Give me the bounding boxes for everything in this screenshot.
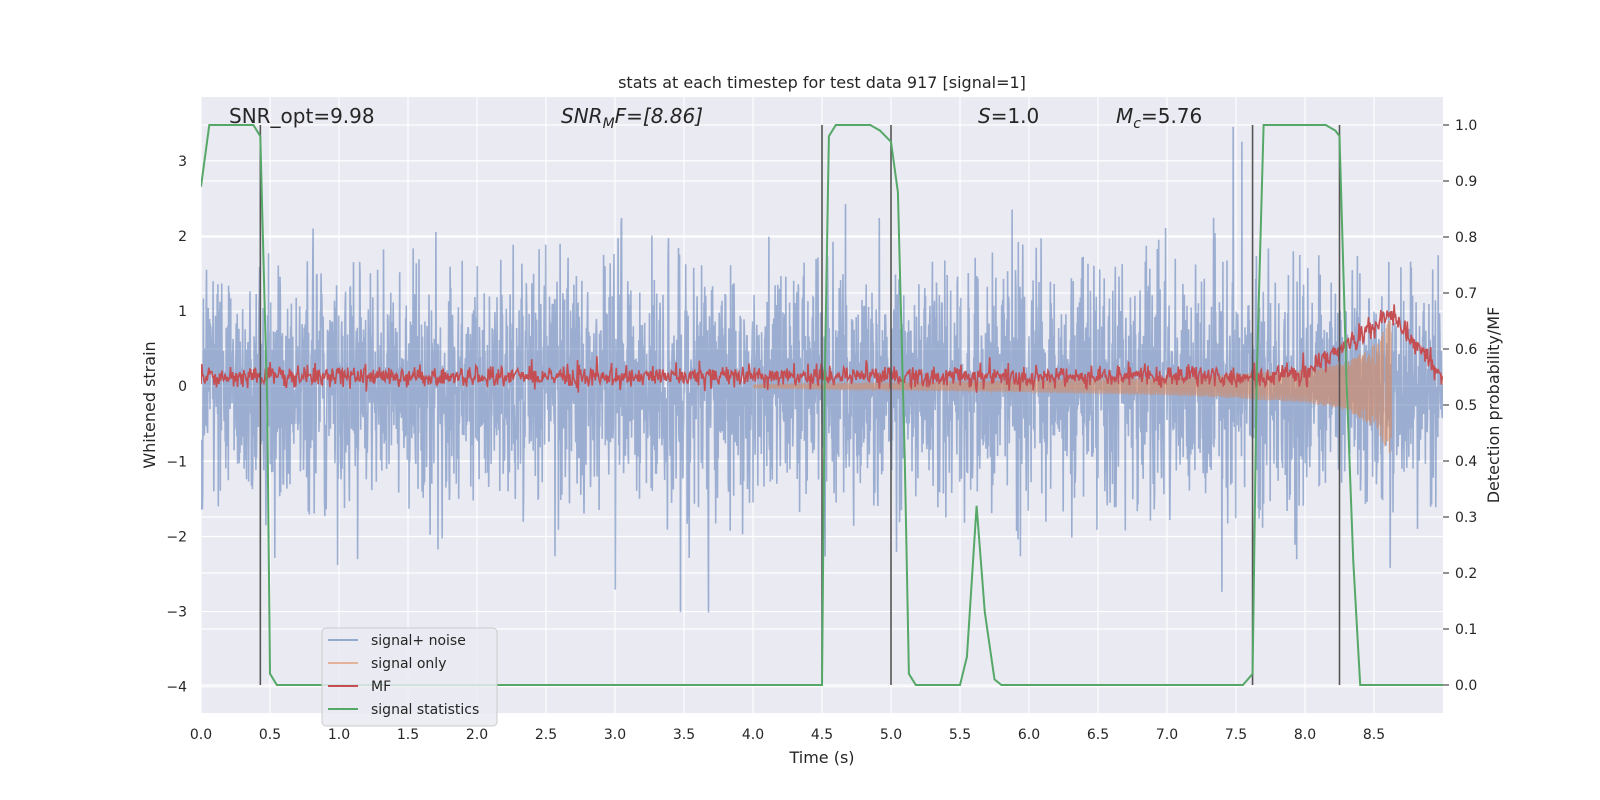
legend-label-signal-only: signal only [371,656,446,672]
x-tick-label: 1.0 [328,727,350,743]
legend: signal+ noise signal only MF signal stat… [321,627,498,727]
y-axis-label: Whitened strain [140,341,159,468]
y-tick-label: −1 [166,454,187,470]
legend-box [321,627,498,727]
y2-tick-label: 0.5 [1455,398,1477,414]
y-tick-label: −4 [166,680,187,696]
x-tick-label: 7.0 [1156,727,1178,743]
legend-label-signal-statistics: signal statistics [371,702,479,718]
x-tick-label: 2.0 [466,727,488,743]
series-signal-statistics [201,124,1443,686]
x-tick-label: 4.0 [742,727,764,743]
signal-only-line [752,320,1392,454]
y-tick-label: 0 [178,379,187,395]
annotation-snr-mf: SNRMF=[8.86] [561,104,703,132]
x-tick-label: 6.5 [1087,727,1109,743]
y2-tick-label: 0.9 [1455,174,1477,190]
y-tick-label: 2 [178,229,187,245]
x-tick-label: 6.0 [1018,727,1040,743]
annotation-s: S=1.0 [978,104,1039,128]
x-tick-label: 8.0 [1294,727,1316,743]
legend-label-signal-noise: signal+ noise [371,633,466,649]
y-tick-label: 1 [178,304,187,320]
series-signal-only [752,320,1392,454]
x-tick-label: 1.5 [397,727,419,743]
chart-title: stats at each timestep for test data 917… [618,73,1026,92]
y2-tick-labels: 0.0 0.1 0.2 0.3 0.4 0.5 0.6 0.7 0.8 0.9 1.0 [1443,118,1477,694]
y2-tick-label: 0.2 [1455,566,1477,582]
legend-label-mf: MF [371,679,391,695]
x-axis-label: Time (s) [788,748,854,767]
y2-tick-label: 0.8 [1455,230,1477,246]
annotation-mc: Mc=5.76 [1116,104,1202,132]
y2-axis-label: Detection probability/MF [1484,307,1503,504]
x-tick-label: 0.5 [259,727,281,743]
y2-tick-label: 0.7 [1455,286,1477,302]
x-tick-label: 0.0 [190,727,212,743]
x-tick-label: 5.0 [880,727,902,743]
y-tick-label: −3 [166,605,187,621]
signal-statistics-line [201,124,1443,686]
x-tick-label: 2.5 [535,727,557,743]
plot-area [201,124,1443,686]
y2-tick-label: 0.4 [1455,454,1477,470]
y-tick-label: −2 [166,529,187,545]
x-tick-label: 5.5 [949,727,971,743]
x-tick-label: 4.5 [811,727,833,743]
annotation-snr-opt: SNR_opt=9.98 [229,104,375,128]
x-tick-label: 3.0 [604,727,626,743]
x-tick-label: 8.5 [1363,727,1385,743]
y-tick-labels: −4 −3 −2 −1 0 1 2 3 [166,154,187,696]
y-tick-label: 3 [178,154,187,170]
y2-tick-label: 0.1 [1455,622,1477,638]
y2-tick-label: 0.0 [1455,678,1477,694]
y2-tick-label: 0.3 [1455,510,1477,526]
x-tick-labels: 0.0 0.5 1.0 1.5 2.0 2.5 3.0 3.5 4.0 4.5 5.0 5.5 6.0 6… [190,727,1385,743]
x-tick-label: 7.5 [1225,727,1247,743]
y2-tick-label: 0.6 [1455,342,1477,358]
y2-tick-label: 1.0 [1455,118,1477,134]
x-tick-label: 3.5 [673,727,695,743]
